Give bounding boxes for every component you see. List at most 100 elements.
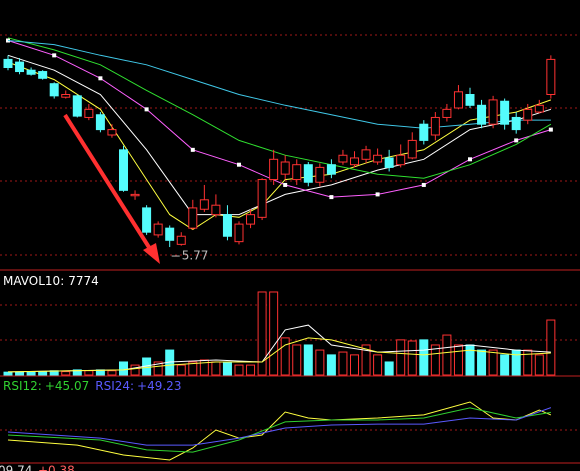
candle-body: [119, 149, 128, 191]
volume-bar: [292, 344, 302, 376]
indicator-line: [7, 407, 552, 446]
volume-bar: [303, 344, 313, 376]
low-label: 5.77: [182, 249, 209, 263]
candle-body: [211, 204, 221, 216]
candle-body: [165, 227, 175, 241]
volume-bar: [130, 364, 140, 376]
candle-body: [477, 104, 487, 125]
indicator-line: [7, 401, 552, 461]
candle-body: [292, 164, 302, 181]
candle-body: [500, 100, 510, 125]
indicator-line: [7, 407, 551, 453]
candle-body: [26, 69, 36, 75]
indicator-line: [7, 337, 551, 373]
legend-value: +45.07: [45, 379, 89, 393]
arrow-shaft: [63, 113, 154, 254]
candle-body: [315, 166, 325, 183]
volume-bar: [523, 349, 533, 376]
candle-body: [338, 154, 348, 163]
volume-bar: [176, 364, 186, 376]
candle-body: [153, 223, 163, 236]
volume-bar: [15, 371, 25, 376]
line-marker: [6, 38, 10, 43]
separators: [0, 34, 580, 431]
indicator-line: [7, 40, 551, 129]
footer-text: 09.74: [0, 464, 32, 471]
candle-body: [384, 157, 394, 168]
candle-body: [61, 94, 71, 98]
indicator-line: [7, 54, 552, 216]
candle-body: [396, 154, 406, 166]
volume-bar: [188, 361, 198, 376]
candle-body: [407, 139, 417, 159]
candle-body: [199, 199, 209, 210]
volume-bar: [326, 354, 336, 376]
candle-body: [234, 223, 244, 243]
volume-bar: [26, 371, 36, 376]
legend-value: +49.23: [137, 379, 181, 393]
volume-bar: [546, 319, 556, 376]
line-marker: [52, 53, 57, 58]
volume-bar: [453, 344, 463, 376]
candle-body: [84, 108, 94, 118]
candle-body: [350, 157, 359, 166]
volume-bar: [211, 361, 221, 376]
volume-bar: [511, 349, 521, 376]
candle-body: [430, 116, 440, 136]
candle-body: [361, 149, 371, 160]
volume-bar: [350, 354, 359, 376]
volume-bar: [384, 361, 394, 376]
line-marker: [283, 182, 288, 187]
candle-body: [453, 91, 463, 109]
legend-name: RSI24:: [95, 379, 134, 393]
volume-bar: [430, 344, 440, 376]
line-marker: [190, 147, 195, 152]
volume-bar: [419, 339, 429, 376]
line-marker: [514, 138, 519, 143]
legend-name: RSI12:: [3, 379, 42, 393]
candle-body: [95, 114, 105, 131]
candle-body: [107, 129, 117, 136]
candle-body: [38, 71, 48, 79]
candle-body: [534, 104, 544, 113]
volume-bar: [222, 361, 232, 376]
rsi-legend: RSI12: +45.07 RSI24: +49.23: [3, 379, 181, 393]
volume-bar: [119, 361, 128, 376]
candle-body: [72, 95, 82, 117]
volume-bar: [72, 369, 82, 376]
volume-bar: [257, 291, 267, 376]
line-marker: [237, 162, 241, 167]
candle-body: [546, 58, 556, 95]
candle-body: [246, 214, 256, 225]
candle-body: [523, 108, 533, 121]
volume-bar: [534, 354, 544, 376]
legend-value: 7774: [68, 274, 99, 288]
volume-bar: [488, 349, 498, 376]
volume-bar: [442, 334, 452, 376]
candle-body: [3, 58, 13, 69]
volume-bar: [373, 354, 383, 376]
indicator-line: [7, 37, 552, 179]
candle-body: [49, 83, 59, 97]
line-marker: [421, 182, 426, 187]
arrow-head: [143, 243, 160, 264]
candle-body: [373, 154, 383, 163]
volume-bar: [361, 344, 371, 376]
trend-arrow: [63, 113, 160, 264]
candle-body: [188, 207, 198, 229]
volume-bar: [153, 361, 163, 376]
candle-body: [511, 116, 521, 131]
footer-text: +0.38: [38, 464, 75, 471]
candle-body: [442, 108, 452, 118]
candle-body: [257, 179, 267, 218]
volume-bar: [396, 339, 406, 376]
candle-body: [465, 94, 475, 106]
candle-body: [419, 123, 429, 141]
volume-bar: [407, 340, 417, 376]
volume-bar: [3, 371, 13, 376]
volume-bar: [199, 359, 209, 376]
volume-legend: MAVOL10: 7774: [3, 274, 99, 288]
volume-bar: [234, 364, 244, 376]
